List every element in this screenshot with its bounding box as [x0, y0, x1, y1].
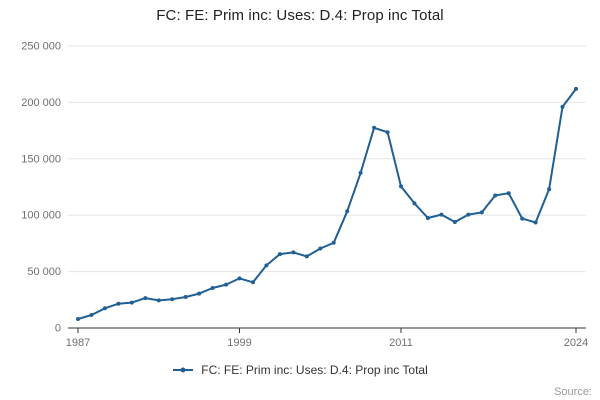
svg-text:250 000: 250 000: [21, 41, 61, 53]
svg-text:2024: 2024: [564, 337, 588, 349]
chart-plot-area: 0 50 000 100 000 150 000 200 000 250 000 1987 1…: [21, 41, 588, 350]
svg-text:100 000: 100 000: [21, 210, 61, 222]
source-credit: Source:: [554, 386, 592, 398]
svg-text:1999: 1999: [227, 337, 251, 349]
svg-text:2011: 2011: [389, 337, 413, 349]
legend-label: FC: FE: Prim inc: Uses: D.4: Prop inc To…: [201, 363, 428, 377]
svg-text:200 000: 200 000: [21, 97, 61, 109]
svg-text:0: 0: [55, 323, 61, 335]
svg-text:150 000: 150 000: [21, 153, 61, 165]
svg-text:1987: 1987: [66, 337, 90, 349]
legend-line-marker-icon: [173, 367, 194, 373]
legend-item[interactable]: FC: FE: Prim inc: Uses: D.4: Prop inc To…: [0, 363, 600, 377]
chart-title: FC: FE: Prim inc: Uses: D.4: Prop inc To…: [156, 7, 444, 24]
svg-text:50 000: 50 000: [27, 266, 61, 278]
